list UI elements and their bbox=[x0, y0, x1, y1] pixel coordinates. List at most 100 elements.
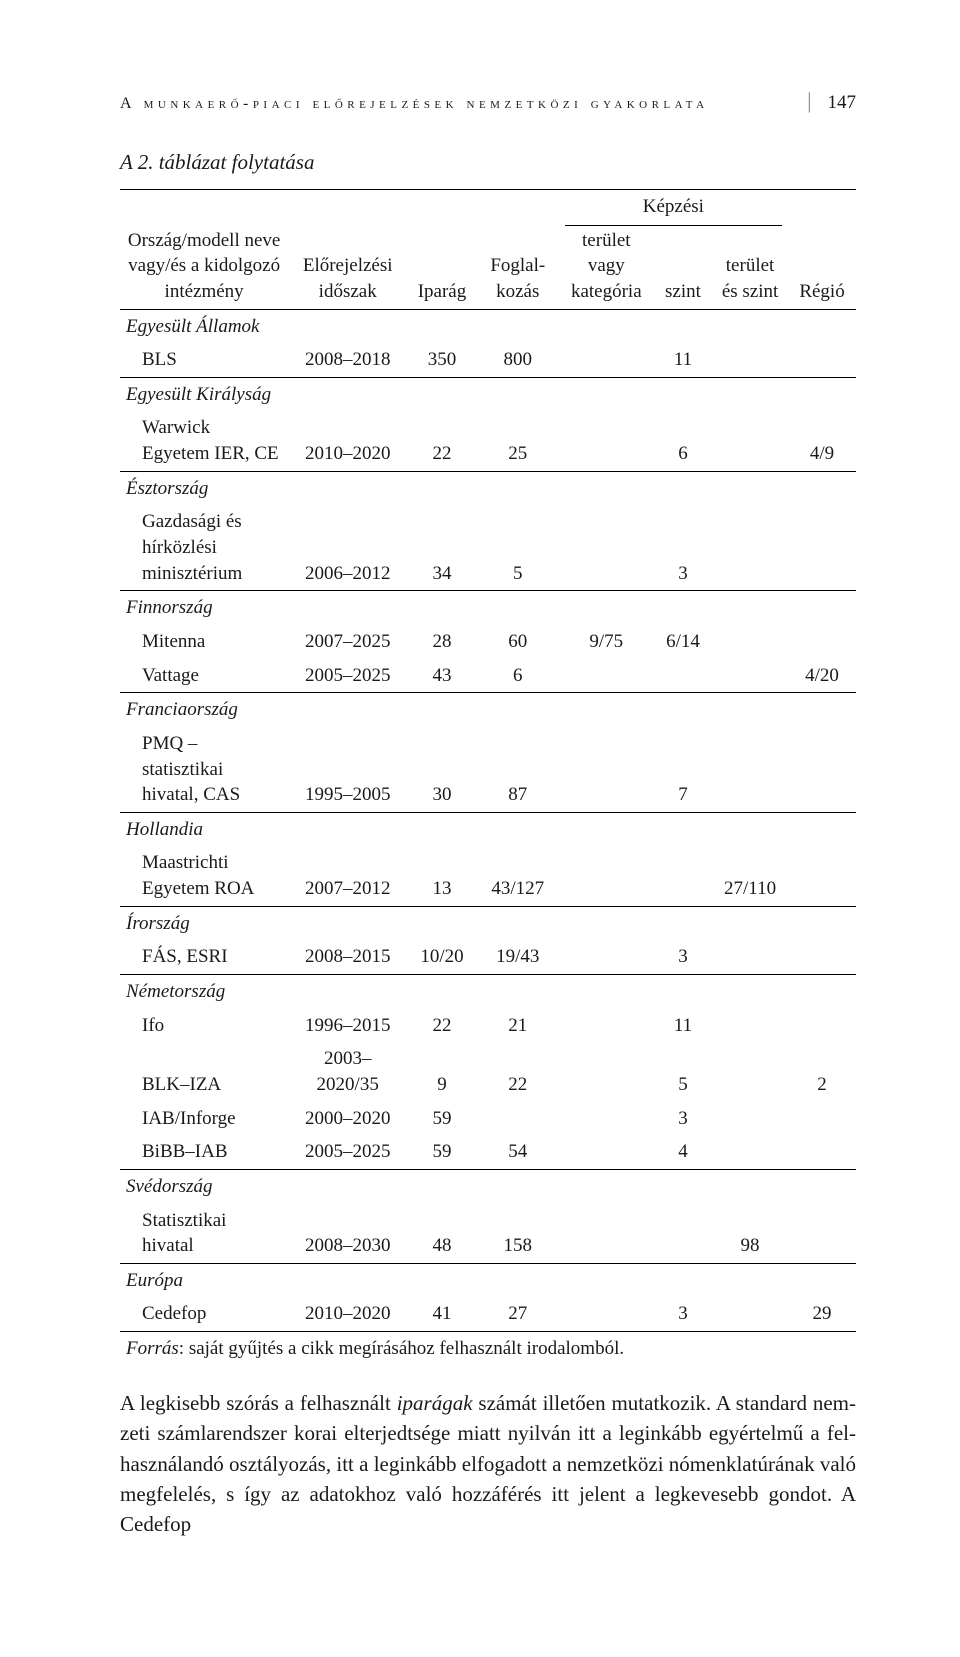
section-title: Európa bbox=[120, 1263, 856, 1297]
cell-area-level bbox=[712, 343, 788, 377]
cell-region: 29 bbox=[788, 1297, 856, 1331]
section-row: Hollandia bbox=[120, 812, 856, 846]
cell-level: 6 bbox=[654, 411, 712, 471]
group-underline bbox=[565, 225, 782, 226]
cell-period: 2008–2015 bbox=[288, 940, 407, 974]
table-body: Egyesült ÁllamokBLS2008–201835080011Egye… bbox=[120, 309, 856, 1366]
cell-region bbox=[788, 940, 856, 974]
section-title: Észtország bbox=[120, 471, 856, 505]
cell-area: 9/75 bbox=[559, 625, 654, 659]
th-period: Előrejelzési időszak bbox=[288, 190, 407, 310]
cell-level: 5 bbox=[654, 1042, 712, 1101]
cell-level: 3 bbox=[654, 1297, 712, 1331]
cell-area-level bbox=[712, 411, 788, 471]
table-row: IAB/Inforge2000–2020593 bbox=[120, 1102, 856, 1136]
cell-occupation: 60 bbox=[477, 625, 559, 659]
cell-industry: 34 bbox=[407, 505, 477, 590]
cell-level: 3 bbox=[654, 940, 712, 974]
cell-area bbox=[559, 1135, 654, 1169]
th-area: terület vagy kategória bbox=[559, 224, 654, 309]
cell-level bbox=[654, 1204, 712, 1264]
page-number: 147 bbox=[828, 92, 857, 114]
section-row: Észtország bbox=[120, 471, 856, 505]
cell-region: 4/9 bbox=[788, 411, 856, 471]
cell-occupation: 6 bbox=[477, 659, 559, 693]
cell-occupation: 25 bbox=[477, 411, 559, 471]
cell-region bbox=[788, 1135, 856, 1169]
cell-period: 2008–2030 bbox=[288, 1204, 407, 1264]
th-occupation: Foglal-kozás bbox=[477, 190, 559, 310]
cell-region bbox=[788, 727, 856, 812]
section-row: Franciaország bbox=[120, 693, 856, 727]
cell-region: 4/20 bbox=[788, 659, 856, 693]
cell-level bbox=[654, 846, 712, 906]
section-title: Írország bbox=[120, 906, 856, 940]
cell-level bbox=[654, 659, 712, 693]
cell-area bbox=[559, 505, 654, 590]
table-row: Maastrichti Egyetem ROA2007–20121343/127… bbox=[120, 846, 856, 906]
section-row: Európa bbox=[120, 1263, 856, 1297]
cell-name: BLK–IZA bbox=[120, 1042, 288, 1101]
body-part-a: A legkisebb szórás a felhasznált bbox=[120, 1391, 397, 1415]
running-head-separator: | bbox=[807, 88, 811, 114]
data-table: Ország/modell neve vagy/és a kidolgozó i… bbox=[120, 189, 856, 1366]
cell-area bbox=[559, 343, 654, 377]
section-row: Egyesült Királyság bbox=[120, 377, 856, 411]
th-occupation-l2: kozás bbox=[496, 281, 539, 302]
cell-period: 2007–2012 bbox=[288, 846, 407, 906]
cell-area-level bbox=[712, 1009, 788, 1043]
cell-period: 2006–2012 bbox=[288, 505, 407, 590]
cell-industry: 13 bbox=[407, 846, 477, 906]
th-industry: Iparág bbox=[407, 190, 477, 310]
cell-industry: 30 bbox=[407, 727, 477, 812]
cell-area bbox=[559, 1042, 654, 1101]
source-row: Forrás: saját gyűjtés a cikk megírásához… bbox=[120, 1332, 856, 1366]
source-text: : saját gyűjtés a cikk megírásához felha… bbox=[179, 1338, 624, 1359]
cell-occupation: 5 bbox=[477, 505, 559, 590]
body-paragraph: A legkisebb szórás a felhasznált iparága… bbox=[120, 1388, 856, 1540]
cell-period: 1996–2015 bbox=[288, 1009, 407, 1043]
cell-period: 2008–2018 bbox=[288, 343, 407, 377]
cell-region bbox=[788, 1009, 856, 1043]
cell-period: 2003–2020/35 bbox=[288, 1042, 407, 1101]
cell-area-level: 98 bbox=[712, 1204, 788, 1264]
cell-name: PMQ – statisztikai hivatal, CAS bbox=[120, 727, 288, 812]
cell-occupation bbox=[477, 1102, 559, 1136]
cell-industry: 59 bbox=[407, 1135, 477, 1169]
cell-name: Warwick Egyetem IER, CE bbox=[120, 411, 288, 471]
cell-occupation: 21 bbox=[477, 1009, 559, 1043]
cell-level: 11 bbox=[654, 343, 712, 377]
section-title: Hollandia bbox=[120, 812, 856, 846]
cell-area bbox=[559, 727, 654, 812]
cell-occupation: 43/127 bbox=[477, 846, 559, 906]
section-row: Svédország bbox=[120, 1169, 856, 1203]
cell-occupation: 158 bbox=[477, 1204, 559, 1264]
cell-period: 2010–2020 bbox=[288, 1297, 407, 1331]
cell-name: BLS bbox=[120, 343, 288, 377]
source-label: Forrás bbox=[126, 1338, 179, 1359]
section-title: Egyesült Királyság bbox=[120, 377, 856, 411]
cell-area-level bbox=[712, 505, 788, 590]
table-caption: A 2. táblázat folytatása bbox=[120, 150, 856, 175]
cell-area-level bbox=[712, 1297, 788, 1331]
table-row: BiBB–IAB2005–202559544 bbox=[120, 1135, 856, 1169]
cell-industry: 9 bbox=[407, 1042, 477, 1101]
cell-name: Ifo bbox=[120, 1009, 288, 1043]
cell-area-level: 27/110 bbox=[712, 846, 788, 906]
cell-occupation: 800 bbox=[477, 343, 559, 377]
cell-level: 11 bbox=[654, 1009, 712, 1043]
section-row: Egyesült Államok bbox=[120, 309, 856, 343]
cell-region bbox=[788, 625, 856, 659]
th-occupation-l1: Foglal- bbox=[490, 255, 545, 276]
table-row: FÁS, ESRI2008–201510/2019/433 bbox=[120, 940, 856, 974]
cell-name: Vattage bbox=[120, 659, 288, 693]
cell-industry: 10/20 bbox=[407, 940, 477, 974]
th-training-label: Képzési bbox=[643, 196, 704, 217]
cell-industry: 41 bbox=[407, 1297, 477, 1331]
section-title: Egyesült Államok bbox=[120, 309, 856, 343]
table-row: PMQ – statisztikai hivatal, CAS1995–2005… bbox=[120, 727, 856, 812]
cell-name: Cedefop bbox=[120, 1297, 288, 1331]
cell-industry: 43 bbox=[407, 659, 477, 693]
cell-level: 6/14 bbox=[654, 625, 712, 659]
cell-area-level bbox=[712, 625, 788, 659]
